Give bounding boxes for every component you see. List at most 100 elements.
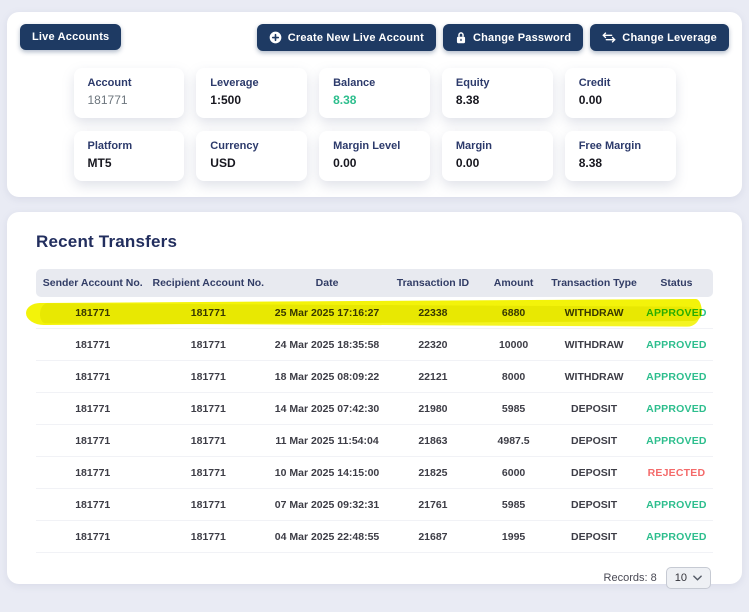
cell-sender: 181771 bbox=[36, 393, 150, 425]
col-header-recipient: Recipient Account No. bbox=[149, 269, 268, 297]
cell-amount: 5985 bbox=[478, 393, 549, 425]
cell-sender: 181771 bbox=[36, 489, 150, 521]
cell-date: 04 Mar 2025 22:48:55 bbox=[267, 521, 387, 553]
summary-card-label: Free Margin bbox=[578, 140, 642, 152]
summary-card: Currency USD bbox=[196, 131, 308, 181]
cell-date: 24 Mar 2025 18:35:58 bbox=[267, 329, 387, 361]
summary-card-label: Balance bbox=[333, 77, 376, 89]
summary-card: Margin Level 0.00 bbox=[319, 131, 430, 181]
cell-txid: 22121 bbox=[386, 361, 479, 393]
cell-amount: 10000 bbox=[478, 329, 549, 361]
status-badge: APPROVED bbox=[639, 329, 713, 361]
summary-card: Free Margin 8.38 bbox=[564, 131, 676, 181]
cell-txid: 21863 bbox=[386, 425, 479, 457]
page-size-value: 10 bbox=[674, 572, 687, 584]
cell-type: DEPOSIT bbox=[548, 393, 640, 425]
summary-card-label: Currency bbox=[210, 140, 259, 152]
col-header-status: Status bbox=[639, 269, 713, 297]
cell-sender: 181771 bbox=[36, 521, 150, 553]
plus-circle-icon bbox=[269, 31, 282, 44]
cell-txid: 21687 bbox=[386, 521, 479, 553]
cell-type: WITHDRAW bbox=[548, 329, 640, 361]
table-row: 181771 181771 04 Mar 2025 22:48:55 21687… bbox=[36, 521, 713, 553]
cell-recipient: 181771 bbox=[149, 297, 268, 329]
summary-card-label: Account bbox=[87, 77, 132, 89]
table-row: 181771 181771 10 Mar 2025 14:15:00 21825… bbox=[36, 457, 713, 489]
status-badge: APPROVED bbox=[639, 425, 713, 457]
summary-card-value: 8.38 bbox=[333, 93, 357, 107]
recent-transfers-panel: Recent Transfers Sender Account No. Reci… bbox=[7, 212, 742, 589]
col-header-txid: Transaction ID bbox=[386, 269, 479, 297]
create-new-live-account-button[interactable]: Create New Live Account bbox=[256, 24, 436, 51]
transfers-table-wrap: Sender Account No. Recipient Account No.… bbox=[25, 269, 713, 553]
transfers-table-header-row: Sender Account No. Recipient Account No.… bbox=[36, 269, 713, 297]
topbar-actions: Create New Live Account Change Password … bbox=[256, 24, 729, 51]
cell-date: 14 Mar 2025 07:42:30 bbox=[267, 393, 387, 425]
summary-card-label: Margin bbox=[455, 140, 492, 152]
summary-card-value: USD bbox=[210, 156, 236, 170]
col-header-date: Date bbox=[267, 269, 387, 297]
change-leverage-button[interactable]: Change Leverage bbox=[590, 24, 729, 51]
table-row: 181771 181771 18 Mar 2025 08:09:22 22121… bbox=[36, 361, 713, 393]
cell-type: DEPOSIT bbox=[548, 457, 640, 489]
summary-card: Margin 0.00 bbox=[441, 131, 553, 181]
col-header-amount: Amount bbox=[478, 269, 549, 297]
col-header-sender: Sender Account No. bbox=[36, 269, 150, 297]
table-footer: Records: 8 10 bbox=[36, 553, 713, 589]
live-accounts-button[interactable]: Live Accounts bbox=[20, 24, 122, 50]
summary-card-value: 0.00 bbox=[578, 93, 603, 107]
cell-recipient: 181771 bbox=[149, 521, 268, 553]
summary-card-value: MT5 bbox=[87, 156, 112, 170]
status-badge: APPROVED bbox=[639, 361, 713, 393]
summary-card-label: Margin Level bbox=[333, 140, 401, 152]
summary-card: Credit 0.00 bbox=[564, 68, 676, 118]
summary-card-value: 181771 bbox=[87, 93, 128, 107]
lock-icon bbox=[455, 31, 467, 44]
col-header-type: Transaction Type bbox=[548, 269, 640, 297]
summary-card-label: Leverage bbox=[210, 77, 259, 89]
cell-recipient: 181771 bbox=[149, 457, 268, 489]
account-overview-panel: Live Accounts Create New Live Account Ch… bbox=[7, 12, 742, 197]
summary-card-value: 1:500 bbox=[210, 93, 241, 107]
summary-card-label: Platform bbox=[87, 140, 133, 152]
exchange-icon bbox=[602, 32, 616, 43]
table-row: 181771 181771 24 Mar 2025 18:35:58 22320… bbox=[36, 329, 713, 361]
cell-txid: 21825 bbox=[386, 457, 479, 489]
page-size-select[interactable]: 10 bbox=[665, 567, 711, 589]
status-badge: APPROVED bbox=[639, 297, 713, 329]
topbar: Live Accounts Create New Live Account Ch… bbox=[20, 24, 729, 51]
cell-txid: 21980 bbox=[386, 393, 479, 425]
cell-type: WITHDRAW bbox=[548, 297, 640, 329]
summary-card: Balance 8.38 bbox=[319, 68, 430, 118]
cell-type: DEPOSIT bbox=[548, 489, 640, 521]
status-badge: APPROVED bbox=[639, 393, 713, 425]
cell-date: 07 Mar 2025 09:32:31 bbox=[267, 489, 387, 521]
cell-sender: 181771 bbox=[36, 457, 150, 489]
summary-card-value: 8.38 bbox=[578, 156, 603, 170]
cell-date: 11 Mar 2025 11:54:04 bbox=[267, 425, 387, 457]
summary-card-label: Equity bbox=[455, 77, 490, 89]
status-badge: APPROVED bbox=[639, 489, 713, 521]
cell-amount: 6000 bbox=[478, 457, 549, 489]
change-password-button[interactable]: Change Password bbox=[442, 24, 584, 51]
status-badge: APPROVED bbox=[639, 521, 713, 553]
cell-type: DEPOSIT bbox=[548, 521, 640, 553]
table-row: 181771 181771 11 Mar 2025 11:54:04 21863… bbox=[36, 425, 713, 457]
cell-txid: 22320 bbox=[386, 329, 479, 361]
cell-recipient: 181771 bbox=[149, 489, 268, 521]
table-row: 181771 181771 25 Mar 2025 17:16:27 22338… bbox=[36, 297, 713, 329]
cell-type: WITHDRAW bbox=[548, 361, 640, 393]
table-row: 181771 181771 14 Mar 2025 07:42:30 21980… bbox=[36, 393, 713, 425]
summary-card-value: 0.00 bbox=[333, 156, 357, 170]
change-password-label: Change Password bbox=[472, 31, 572, 44]
transfers-table-body: 181771 181771 25 Mar 2025 17:16:27 22338… bbox=[36, 297, 713, 553]
summary-card: Leverage 1:500 bbox=[196, 68, 308, 118]
cell-sender: 181771 bbox=[36, 361, 150, 393]
cell-amount: 6880 bbox=[478, 297, 549, 329]
table-row: 181771 181771 07 Mar 2025 09:32:31 21761… bbox=[36, 489, 713, 521]
summary-card: Platform MT5 bbox=[73, 131, 185, 181]
cell-recipient: 181771 bbox=[149, 425, 268, 457]
summary-card: Account 181771 bbox=[73, 68, 185, 118]
cell-date: 25 Mar 2025 17:16:27 bbox=[267, 297, 387, 329]
recent-transfers-title: Recent Transfers bbox=[36, 232, 178, 251]
